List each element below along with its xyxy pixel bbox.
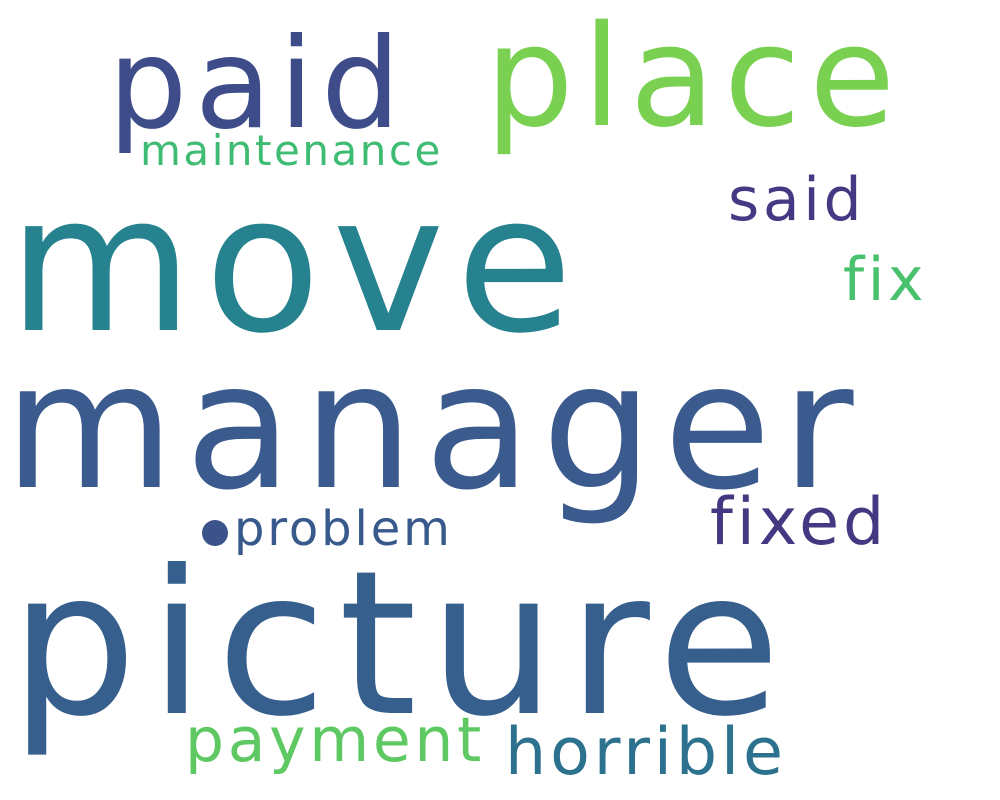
word-manager: manager (4, 326, 865, 529)
word-horrible: horrible (505, 715, 787, 790)
word-move: move (8, 154, 585, 375)
word-payment: payment (185, 704, 485, 776)
word-place: place (485, 0, 904, 159)
word-fix: fix (843, 245, 928, 315)
word-fixed: fixed (710, 485, 889, 560)
word-picture: picture (10, 528, 793, 761)
word-said: said (728, 165, 866, 235)
dot-mark (202, 520, 228, 546)
word-maintenance: maintenance (140, 126, 443, 175)
word-problem: problem (234, 501, 453, 557)
word-paid: paid (108, 12, 409, 157)
